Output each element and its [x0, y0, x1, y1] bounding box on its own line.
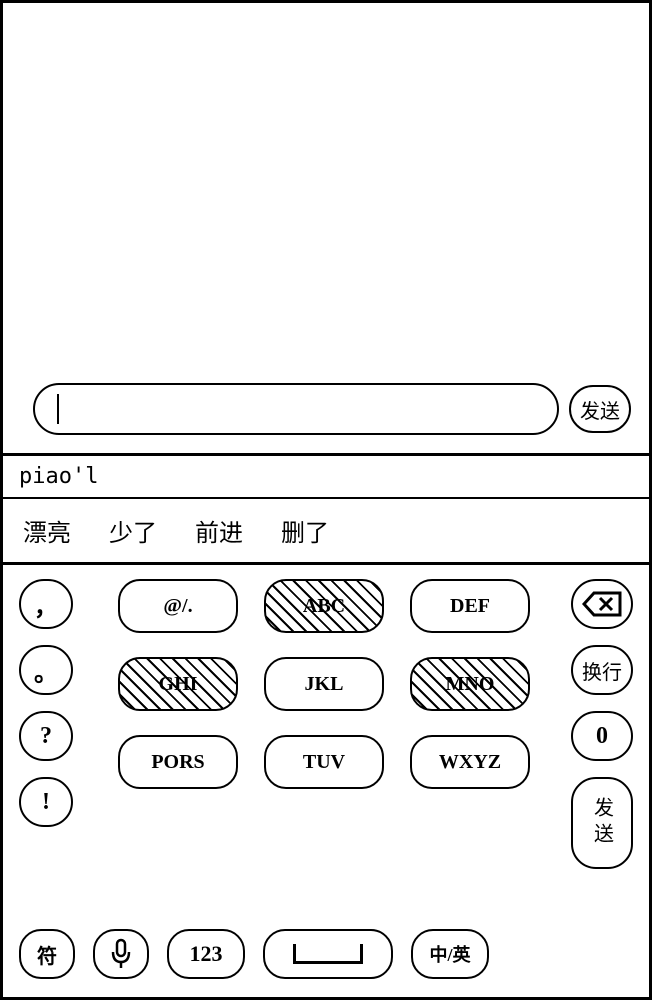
- candidate-item[interactable]: 删了: [281, 513, 329, 548]
- message-area: 发送: [3, 3, 649, 456]
- mic-icon: [110, 938, 132, 970]
- question-key[interactable]: ?: [19, 711, 73, 761]
- period-key[interactable]: 。: [19, 645, 73, 695]
- candidate-item[interactable]: 漂亮: [23, 513, 71, 548]
- exclaim-key[interactable]: !: [19, 777, 73, 827]
- space-key[interactable]: [263, 929, 393, 979]
- candidate-item[interactable]: 少了: [109, 513, 157, 548]
- zero-key[interactable]: 0: [571, 711, 633, 761]
- key-row-1: @/. ABC DEF: [95, 579, 553, 633]
- key-at[interactable]: @/.: [118, 579, 238, 633]
- input-row: 发送: [33, 383, 631, 435]
- key-abc[interactable]: ABC: [264, 579, 384, 633]
- pinyin-composition[interactable]: piao'l: [3, 456, 649, 499]
- voice-key[interactable]: [93, 929, 149, 979]
- message-input[interactable]: [33, 383, 559, 435]
- key-row-3: PORS TUV WXYZ: [95, 735, 553, 789]
- numeric-key[interactable]: 123: [167, 929, 245, 979]
- symbol-key[interactable]: 符: [19, 929, 75, 979]
- send-button-keyboard[interactable]: 发送: [571, 777, 633, 869]
- comma-key[interactable]: ，: [19, 579, 73, 629]
- language-key[interactable]: 中/英: [411, 929, 489, 979]
- key-def[interactable]: DEF: [410, 579, 530, 633]
- punctuation-column: ， 。 ? !: [19, 579, 73, 827]
- key-tuv[interactable]: TUV: [264, 735, 384, 789]
- ime-area: piao'l 漂亮 少了 前进 删了 ， 。 ? ! 换行: [3, 456, 649, 997]
- key-jkl[interactable]: JKL: [264, 657, 384, 711]
- send-button-top[interactable]: 发送: [569, 385, 631, 433]
- space-icon: [293, 944, 363, 964]
- key-wxyz[interactable]: WXYZ: [410, 735, 530, 789]
- keyboard: ， 。 ? ! 换行 0 发送 @/. ABC: [3, 565, 649, 997]
- phone-frame: 发送 piao'l 漂亮 少了 前进 删了 ， 。 ? !: [0, 0, 652, 1000]
- right-column: 换行 0 发送: [571, 579, 633, 869]
- backspace-key[interactable]: [571, 579, 633, 629]
- linebreak-key[interactable]: 换行: [571, 645, 633, 695]
- candidate-item[interactable]: 前进: [195, 513, 243, 548]
- letter-grid: @/. ABC DEF GHI JKL MNO PORS TUV WXYZ: [95, 579, 553, 789]
- key-pqrs[interactable]: PORS: [118, 735, 238, 789]
- bottom-row: 符 123 中/英: [19, 929, 553, 979]
- key-row-2: GHI JKL MNO: [95, 657, 553, 711]
- key-mno[interactable]: MNO: [410, 657, 530, 711]
- text-cursor: [57, 394, 59, 424]
- candidate-bar: 漂亮 少了 前进 删了: [3, 499, 649, 565]
- key-ghi[interactable]: GHI: [118, 657, 238, 711]
- backspace-icon: [582, 591, 622, 617]
